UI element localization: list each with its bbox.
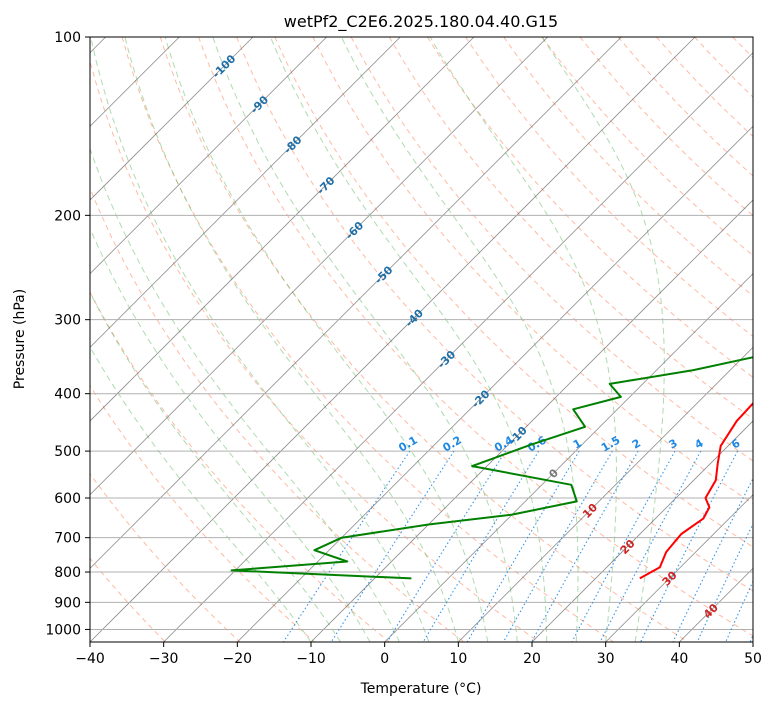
isotherm-line	[90, 37, 548, 496]
y-tick-label: 200	[54, 208, 81, 224]
axis-ticks: −40 −30 −20 −10 0 10 20 30 40 50 1000 900 800 700 600 5…	[45, 30, 762, 667]
mixing-ratio-line	[725, 579, 753, 642]
x-axis-label: Temperature (°C)	[360, 681, 482, 697]
dry-adiabat	[236, 37, 753, 592]
dry-adiabat	[90, 186, 465, 642]
x-tick-label: 50	[744, 651, 762, 667]
isotherm-line	[90, 37, 401, 348]
y-tick-label: 900	[54, 595, 81, 611]
y-tick-label: 400	[54, 387, 81, 403]
plot-frame	[89, 36, 754, 643]
moist-adiabat	[90, 147, 400, 642]
moist-adiabat	[124, 37, 459, 642]
moist-adiabat	[90, 227, 371, 642]
moist-adiabat	[90, 291, 341, 642]
dry-adiabat	[90, 557, 166, 642]
dry-adiabat	[90, 291, 390, 642]
dry-adiabat	[90, 384, 316, 642]
isotherm-line	[90, 37, 622, 569]
moist-adiabat	[212, 37, 518, 642]
isotherm-line	[90, 37, 327, 275]
isotherm-line	[310, 199, 753, 642]
dry-adiabat	[274, 37, 753, 548]
isotherm-line	[90, 37, 254, 201]
chart-title: wetPf2_C2E6.2025.180.04.40.G15	[284, 12, 558, 32]
x-tick-label: 0	[380, 651, 389, 667]
isotherm-line	[605, 494, 753, 642]
isotherm-line	[384, 273, 753, 642]
mixing-ratio-line	[672, 477, 753, 642]
dry-adiabat	[350, 37, 753, 462]
x-tick-label: −40	[75, 651, 105, 667]
isotherm-line	[458, 346, 753, 642]
x-tick-label: 40	[670, 651, 688, 667]
dry-adiabat	[312, 37, 753, 505]
moist-adiabat	[340, 37, 579, 642]
y-tick-label: 500	[54, 444, 81, 460]
dry-adiabat	[90, 472, 241, 642]
y-tick-label: 1000	[45, 622, 81, 638]
mixing-ratio-line	[599, 450, 702, 642]
x-tick-label: −30	[149, 651, 179, 667]
x-tick-label: −20	[223, 651, 253, 667]
isotherm-line	[531, 420, 753, 642]
y-tick-label: 300	[54, 313, 81, 329]
dry-adiabat	[198, 37, 753, 637]
dry-adiabat	[90, 59, 540, 642]
x-tick-label: 30	[597, 651, 615, 667]
mixing-ratio-line	[282, 450, 411, 642]
mixing-ratio-line	[571, 450, 676, 642]
moist-adiabat	[541, 37, 665, 642]
background-lines	[90, 37, 753, 642]
isotherm-line	[237, 125, 753, 642]
y-tick-label: 100	[54, 30, 81, 46]
moist-adiabat	[164, 37, 489, 642]
mixing-ratio-line	[386, 450, 507, 642]
isotherm-line	[90, 37, 696, 642]
x-tick-label: −10	[296, 651, 326, 667]
dewpoint-profile-line	[230, 356, 753, 580]
mixing-ratio-line	[503, 450, 613, 642]
y-tick-label: 800	[54, 565, 81, 581]
temperature-profile-line	[639, 401, 753, 580]
dry-adiabat	[503, 37, 753, 297]
mixing-ratio-line	[640, 450, 739, 642]
isotherm-line	[163, 52, 753, 642]
moist-adiabat	[429, 37, 617, 642]
y-tick-label: 600	[54, 491, 81, 507]
isotherm-line	[90, 37, 475, 422]
dry-adiabat	[121, 37, 614, 642]
y-axis-label: Pressure (hPa)	[12, 289, 28, 389]
x-tick-label: 10	[449, 651, 467, 667]
mixing-ratio-line	[422, 450, 540, 642]
moist-adiabat	[90, 37, 430, 642]
x-tick-label: 20	[523, 651, 541, 667]
y-tick-label: 700	[54, 531, 81, 547]
moist-adiabat	[270, 37, 548, 642]
